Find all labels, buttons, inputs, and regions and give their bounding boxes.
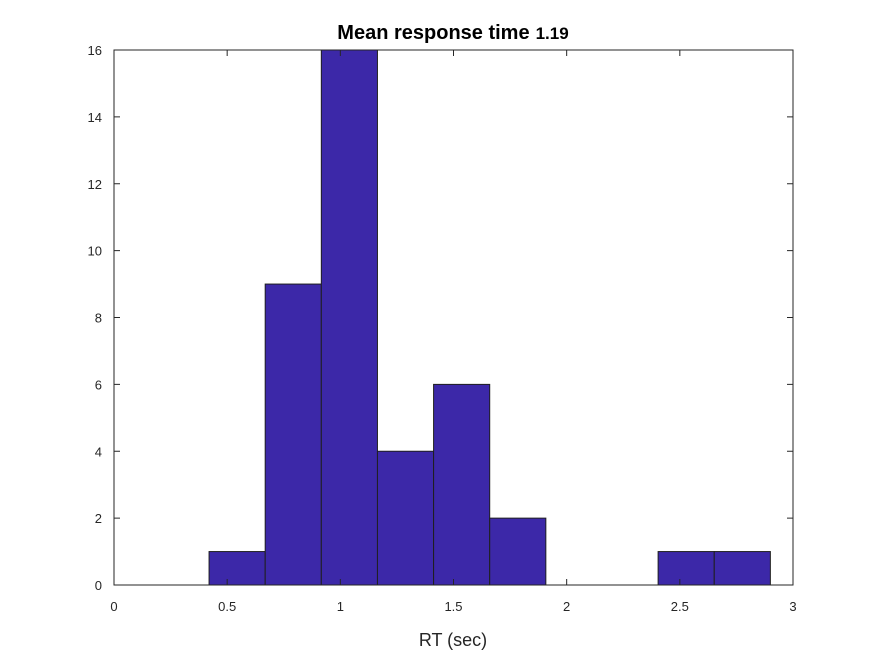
chart-title-value: 1.19 <box>536 24 569 43</box>
y-tick-label: 14 <box>88 110 102 125</box>
x-tick-label: 2.5 <box>671 599 689 614</box>
chart-title: Mean response time 1.19 <box>337 22 568 44</box>
y-tick-labels: 0 2 4 6 8 10 12 14 16 <box>88 43 102 593</box>
plot-area-border <box>113 49 794 586</box>
x-tick-label: 0 <box>110 599 117 614</box>
histogram-bar <box>489 517 547 586</box>
histogram-bar <box>264 283 322 586</box>
x-tick-label: 1.5 <box>444 599 462 614</box>
y-tick-label: 8 <box>95 311 102 326</box>
y-tick-label: 2 <box>95 511 102 526</box>
chart-title-text: Mean response time <box>337 22 529 44</box>
histogram-bar <box>433 383 491 586</box>
histogram-bar <box>657 551 715 586</box>
x-tick-label: 1 <box>337 599 344 614</box>
histogram-bar <box>713 551 771 586</box>
y-tick-label: 12 <box>88 177 102 192</box>
y-tick-label: 6 <box>95 377 102 392</box>
x-axis-label: RT (sec) <box>419 630 487 650</box>
y-tick-label: 16 <box>88 43 102 58</box>
y-tick-label: 0 <box>95 578 102 593</box>
histogram-bar <box>376 450 435 586</box>
y-tick-label: 4 <box>95 444 102 459</box>
histogram-bar <box>320 49 378 586</box>
x-tick-labels: 0 0.5 1 1.5 2 2.5 3 <box>110 599 796 614</box>
histogram-bar <box>208 551 266 586</box>
x-tick-label: 2 <box>563 599 570 614</box>
y-tick-label: 10 <box>88 244 102 259</box>
x-tick-label: 3 <box>789 599 796 614</box>
histogram-bars <box>208 49 771 586</box>
x-tick-label: 0.5 <box>218 599 236 614</box>
